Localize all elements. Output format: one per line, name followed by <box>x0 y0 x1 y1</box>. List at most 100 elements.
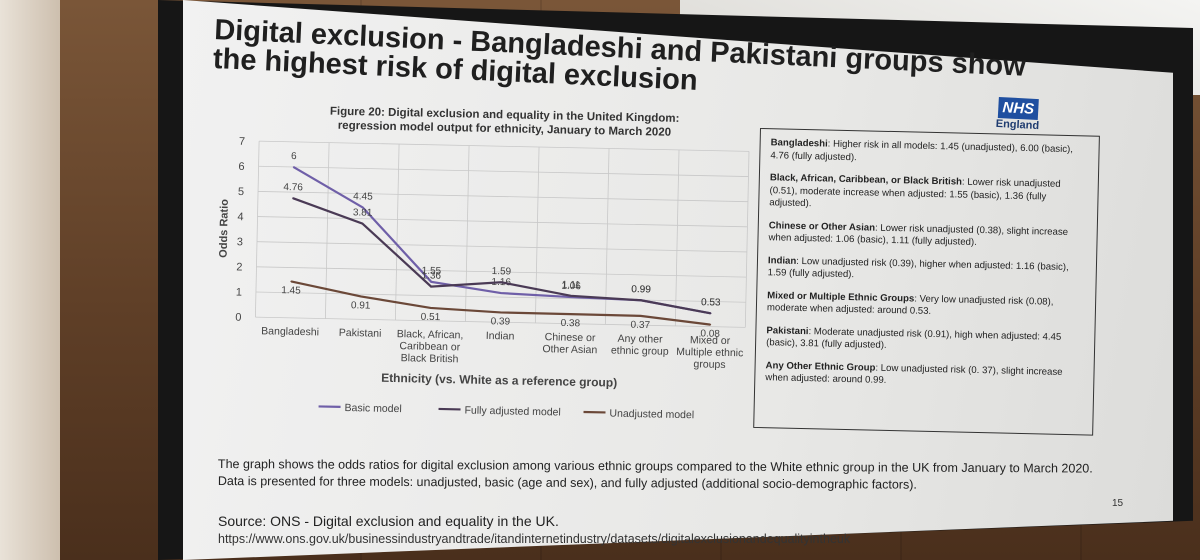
gridline-v <box>394 144 400 321</box>
odds-ratio-chart: Figure 20: Digital exclusion and equalit… <box>218 106 750 422</box>
gridline-h <box>257 216 748 228</box>
findings-box: Bangladeshi: Higher risk in all models: … <box>753 128 1100 436</box>
y-tick-label: 6 <box>238 161 244 173</box>
x-tick-label: Pakistani <box>339 327 382 340</box>
finding-group: Any Other Ethnic Group <box>765 359 876 374</box>
y-tick-label: 5 <box>238 186 244 198</box>
data-point <box>500 292 502 294</box>
data-label: 0.53 <box>701 297 721 308</box>
y-tick-label: 4 <box>237 211 243 223</box>
x-tick-label: groups <box>693 358 725 371</box>
data-label: 1.55 <box>422 266 442 277</box>
data-label: 0.37 <box>630 320 650 331</box>
y-tick-label: 2 <box>236 261 242 273</box>
gridline-h <box>256 241 747 253</box>
finding-item: Indian: Low unadjusted risk (0.39), high… <box>768 255 1086 287</box>
data-point <box>709 323 712 326</box>
data-label: 0.38 <box>561 318 581 329</box>
x-tick-label: Black British <box>401 352 459 365</box>
data-label: 1.36 <box>421 270 441 281</box>
data-point <box>290 280 292 283</box>
data-label: 0.39 <box>491 316 511 327</box>
data-label: 1.59 <box>492 266 512 277</box>
finding-item: Chinese or Other Asian: Lower risk unadj… <box>768 220 1086 252</box>
data-point <box>640 299 642 302</box>
gridline-h <box>259 140 750 152</box>
source-text: Source: ONS - Digital exclusion and equa… <box>218 513 559 529</box>
gridline-v <box>325 142 330 319</box>
data-point <box>430 285 432 288</box>
gridline-v <box>604 148 610 325</box>
gridline-h <box>256 266 747 278</box>
data-point <box>292 197 294 199</box>
finding-item: Pakistani: Moderate unadjusted risk (0.9… <box>766 325 1084 357</box>
data-point <box>430 281 433 283</box>
gridline-v <box>744 151 750 328</box>
x-tick-label: Mixed or <box>690 334 731 347</box>
x-tick-label: Indian <box>486 330 515 343</box>
source-citation: Source: ONS - Digital exclusion and equa… <box>218 512 1118 548</box>
data-point <box>709 312 712 315</box>
data-point <box>292 166 295 168</box>
data-label: 1.11 <box>562 280 581 291</box>
y-tick-label: 3 <box>237 236 243 248</box>
data-point <box>429 307 432 309</box>
data-point <box>639 315 642 317</box>
chart-title: Figure 20: Digital exclusion and equalit… <box>330 106 680 139</box>
data-label: 0.51 <box>421 312 441 323</box>
x-tick-label: Multiple ethnic <box>676 346 743 359</box>
gridline-h <box>255 316 746 328</box>
x-axis-label: Ethnicity (vs. White as a reference grou… <box>381 371 617 390</box>
nhs-logo: NHS England <box>989 96 1047 133</box>
gridline-v <box>534 146 540 323</box>
legend-label: Unadjusted model <box>609 408 694 422</box>
chart-container: Figure 20: Digital exclusion and equalit… <box>198 98 765 445</box>
finding-group: Pakistani <box>766 324 809 337</box>
finding-group: Chinese or Other Asian <box>768 219 876 234</box>
y-tick-label: 1 <box>236 287 242 299</box>
y-axis-label: Odds Ratio <box>218 199 231 258</box>
finding-text: : Low unadjusted risk (0.39), higher whe… <box>767 255 1069 281</box>
page-number: 15 <box>1112 498 1124 509</box>
gridline-h <box>258 165 749 177</box>
gridline-v <box>464 145 470 322</box>
source-url[interactable]: https://www.ons.gov.uk/businessindustrya… <box>218 532 851 546</box>
x-tick-label: Black, African, <box>397 328 464 341</box>
gridline-v <box>255 141 260 318</box>
gridline-h <box>255 291 746 303</box>
data-label: 4.45 <box>353 191 373 202</box>
y-tick-label: 0 <box>235 312 241 324</box>
data-point <box>360 295 362 298</box>
data-point <box>361 222 364 225</box>
finding-item: Bangladeshi: Higher risk in all models: … <box>770 137 1088 169</box>
data-point <box>570 294 572 297</box>
x-tick-label: ethnic group <box>611 345 669 358</box>
nhs-logo-mark: NHS <box>997 96 1039 121</box>
x-tick-label: Chinese or <box>545 331 597 344</box>
data-point <box>569 313 572 315</box>
data-label: 0.91 <box>351 300 371 311</box>
y-tick-label: 7 <box>239 136 245 148</box>
x-tick-label: Any other <box>617 333 663 346</box>
data-label: 0.99 <box>631 284 651 295</box>
slide-description: The graph shows the odds ratios for digi… <box>217 457 1093 492</box>
data-point <box>500 281 503 284</box>
data-point <box>361 206 364 209</box>
chart-series: 64.451.551.16 1.06 0.990.534.763.811.36 1.5… <box>281 151 721 340</box>
x-tick-label: Caribbean or <box>399 340 460 353</box>
data-label: 0.08 <box>700 328 720 339</box>
finding-group: Indian <box>767 254 797 267</box>
finding-text: : Moderate unadjusted risk (0.91), high … <box>766 325 1062 351</box>
wall-panel <box>0 0 60 560</box>
data-label: 1.06 <box>561 281 581 292</box>
data-point <box>499 311 502 314</box>
legend-label: Basic model <box>344 402 401 415</box>
data-label: 0.53 <box>701 297 721 308</box>
gridline-h <box>258 191 748 203</box>
finding-item: Black, African, Caribbean, or Black Brit… <box>769 172 1088 217</box>
finding-item: Mixed or Multiple Ethnic Groups: Very lo… <box>767 290 1085 322</box>
chart-legend: Basic model Fully adjusted model Unadjuste… <box>318 402 694 422</box>
x-tick-label: Other Asian <box>542 343 597 356</box>
data-label: 0.99 <box>631 284 651 295</box>
gridline-v <box>674 149 680 326</box>
